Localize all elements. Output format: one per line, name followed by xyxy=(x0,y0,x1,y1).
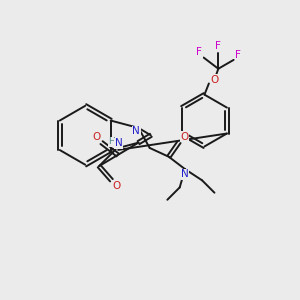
Text: F: F xyxy=(196,47,202,57)
Text: N: N xyxy=(115,138,123,148)
Text: N: N xyxy=(132,126,140,136)
Text: O: O xyxy=(211,75,219,85)
Text: N: N xyxy=(181,169,189,179)
Text: O: O xyxy=(112,181,121,190)
Text: O: O xyxy=(92,132,100,142)
Text: H: H xyxy=(108,137,115,146)
Text: F: F xyxy=(235,50,241,60)
Text: O: O xyxy=(180,132,188,142)
Text: F: F xyxy=(215,41,221,51)
